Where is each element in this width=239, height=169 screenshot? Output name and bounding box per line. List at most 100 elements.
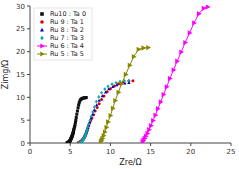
x-axis <box>30 143 231 144</box>
legend-label: Ru 9 : Ta 1 <box>50 18 84 26</box>
data-point <box>183 40 188 45</box>
legend-marker <box>40 52 44 57</box>
series <box>65 96 87 143</box>
data-point <box>97 95 100 99</box>
y-tick <box>27 28 30 29</box>
y-tick <box>27 51 30 52</box>
y-tick <box>27 6 30 7</box>
legend-label: Ru10 : Ta 0 <box>50 10 86 18</box>
data-point <box>100 91 103 95</box>
series <box>78 79 130 143</box>
data-point <box>96 106 99 109</box>
x-tick-label: 20 <box>186 148 195 156</box>
data-point <box>117 90 122 95</box>
legend-marker <box>40 36 44 40</box>
data-point <box>127 80 130 83</box>
data-point <box>76 110 79 113</box>
data-point <box>107 87 110 90</box>
data-point <box>206 5 211 10</box>
legend-label: Ru 8 : Ta 2 <box>50 26 84 34</box>
data-point <box>124 72 129 77</box>
legend-marker <box>40 28 44 32</box>
data-point <box>137 47 142 52</box>
data-point <box>120 81 125 86</box>
data-point <box>106 85 109 89</box>
data-point <box>162 92 167 97</box>
data-point <box>132 54 137 59</box>
data-point <box>89 119 92 122</box>
legend-box <box>34 8 92 60</box>
data-point <box>141 45 146 50</box>
legend-marker <box>40 12 44 16</box>
data-point <box>101 94 104 97</box>
x-tick-label: 10 <box>106 148 115 156</box>
y-tick <box>27 97 30 98</box>
data-point <box>127 79 130 83</box>
x-tick <box>70 143 71 146</box>
data-point <box>159 99 164 104</box>
y-axis-label: Zimg/Ω <box>1 60 10 89</box>
data-point <box>84 96 87 99</box>
y-tick-label: 0 <box>21 140 25 148</box>
y-tick <box>27 74 30 75</box>
data-point <box>106 119 111 124</box>
data-point <box>113 98 118 103</box>
legend-label: Ru 5 : Ta 5 <box>50 50 84 58</box>
data-point <box>95 103 98 106</box>
data-point <box>131 79 134 82</box>
x-tick-label: 5 <box>68 148 72 156</box>
data-point <box>91 110 94 114</box>
data-point <box>165 84 170 89</box>
series <box>77 79 135 143</box>
data-point <box>90 115 93 119</box>
data-point <box>75 113 78 116</box>
y-tick-label: 15 <box>16 71 25 79</box>
data-point <box>111 82 114 86</box>
y-tick <box>27 120 30 121</box>
data-point <box>95 100 98 104</box>
data-point <box>115 81 118 85</box>
data-point <box>97 99 100 102</box>
data-point <box>77 106 80 109</box>
data-point <box>74 119 77 122</box>
data-point <box>146 45 151 50</box>
data-point <box>100 98 103 101</box>
data-point <box>92 113 95 116</box>
x-axis-label: Zre/Ω <box>119 158 141 167</box>
data-point <box>188 30 193 35</box>
data-point <box>156 106 161 111</box>
data-point <box>175 59 180 64</box>
data-point <box>103 87 106 91</box>
data-point <box>104 91 107 94</box>
x-tick <box>231 143 232 146</box>
data-point <box>151 118 156 123</box>
legend-label: Ru 7 : Ta 3 <box>50 34 84 42</box>
series <box>99 45 151 143</box>
data-point <box>104 125 109 130</box>
legend-marker <box>40 44 44 49</box>
x-tick-label: 25 <box>227 148 236 156</box>
legend-marker <box>40 20 44 24</box>
x-tick <box>110 143 111 146</box>
legend: Ru10 : Ta 0Ru 9 : Ta 1Ru 8 : Ta 2Ru 7 : … <box>34 8 92 60</box>
x-tick <box>150 143 151 146</box>
y-tick <box>27 143 30 144</box>
data-point <box>98 102 101 105</box>
data-point <box>111 106 116 111</box>
data-point <box>149 123 154 128</box>
y-tick-label: 30 <box>16 3 25 11</box>
y-tick-label: 5 <box>21 117 25 125</box>
data-point <box>103 129 108 134</box>
data-point <box>93 105 96 109</box>
data-point <box>88 119 91 123</box>
y-tick-label: 25 <box>16 25 25 33</box>
series <box>77 81 130 143</box>
data-point <box>108 113 113 118</box>
series-line <box>143 7 208 142</box>
data-point <box>168 76 173 81</box>
data-point <box>128 63 133 68</box>
data-point <box>87 122 90 126</box>
data-point <box>179 49 184 54</box>
data-point <box>85 96 88 99</box>
data-point <box>75 116 78 119</box>
